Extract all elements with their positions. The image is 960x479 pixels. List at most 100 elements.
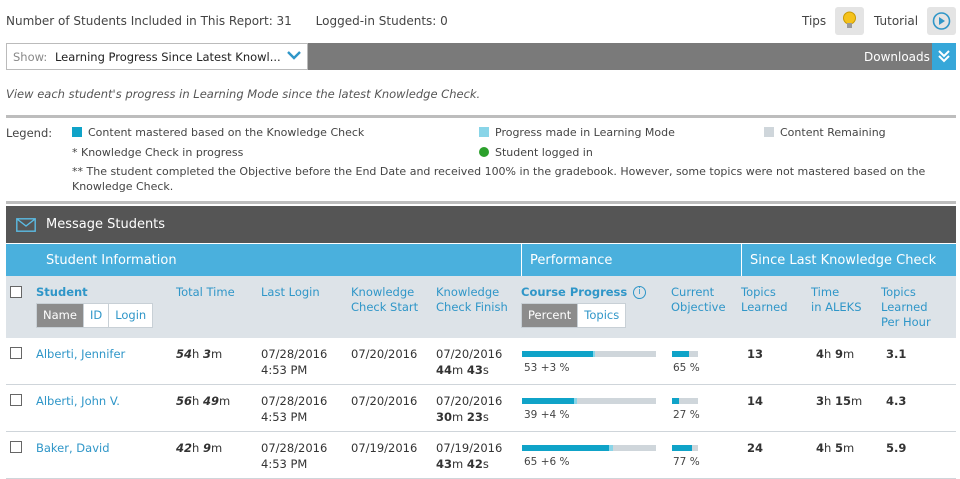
last-login-date: 07/28/2016: [261, 394, 328, 408]
downloads-button[interactable]: [932, 43, 956, 70]
remaining-swatch: [764, 127, 774, 137]
objective-value: 27 %: [673, 409, 700, 421]
legend-progress-label: Progress made in Learning Mode: [495, 126, 675, 139]
total-time: 56h 49m: [176, 393, 230, 409]
row-checkbox[interactable]: [10, 394, 22, 406]
objective-fill: [672, 398, 679, 404]
row-checkbox[interactable]: [10, 441, 22, 453]
col-kc-finish-line1: Knowledge: [436, 285, 500, 299]
legend-mastered: Content mastered based on the Knowledge …: [72, 126, 364, 139]
objective-value: 65 %: [673, 362, 700, 374]
table-row: [6, 385, 956, 432]
percent-button[interactable]: Percent: [522, 304, 578, 327]
objective-progress-bar: [672, 445, 698, 451]
logged-in-count: Logged-in Students: 0: [315, 14, 448, 28]
course-progress-fill: [609, 445, 613, 451]
table-row: [6, 338, 956, 385]
last-login-time: 4:53 PM: [261, 363, 308, 377]
topics-learned-value: 14: [747, 394, 764, 408]
minutes-unit: m: [210, 441, 223, 455]
row-checkbox[interactable]: [10, 347, 22, 359]
kc-finish-seconds: 23: [466, 410, 483, 424]
seconds-unit: s: [482, 457, 489, 471]
sort-id-button[interactable]: ID: [82, 304, 108, 327]
col-topics-per-hour[interactable]: Topics Learned Per Hour: [881, 285, 931, 330]
course-progress-bar: [522, 398, 656, 404]
sort-login-button[interactable]: Login: [108, 304, 152, 327]
col-kc-start-line2: Check Start: [351, 300, 419, 314]
info-icon[interactable]: i: [633, 286, 646, 299]
kc-finish-duration: 44m 43s: [436, 362, 502, 378]
topics-per-hour-value: 3.1: [886, 347, 907, 361]
tips-button[interactable]: [835, 7, 864, 35]
kc-finish-minutes: 43: [436, 457, 453, 471]
tutorial-button[interactable]: [927, 7, 956, 35]
col-course-progress[interactable]: Course Progress: [521, 285, 628, 299]
last-login: 07/28/2016 4:53 PM: [261, 393, 327, 425]
col-current-objective[interactable]: Current Objective: [671, 285, 726, 315]
legend-remaining-label: Content Remaining: [780, 126, 886, 139]
col-student[interactable]: Student: [36, 285, 88, 299]
kc-finish-date: 07/20/2016: [436, 347, 503, 361]
objective-fill: [672, 351, 689, 357]
sort-name-button[interactable]: Name: [37, 304, 83, 327]
col-kc-finish[interactable]: Knowledge Check Finish: [436, 285, 508, 315]
last-login-date: 07/28/2016: [261, 347, 328, 361]
kc-start-date: 07/20/2016: [351, 394, 418, 408]
chevron-down-icon[interactable]: [286, 48, 302, 62]
col-topics-learned[interactable]: Topics Learned: [741, 285, 788, 315]
minutes-unit: m: [850, 394, 863, 408]
col-time-in-aleks-line2: in ALEKS: [811, 300, 862, 314]
aleks-hours: 4: [816, 441, 825, 455]
legend-title: Legend:: [6, 126, 53, 140]
minutes-unit: m: [210, 347, 223, 361]
envelope-icon[interactable]: [16, 218, 36, 232]
col-last-login[interactable]: Last Login: [261, 285, 320, 299]
col-kc-start-line1: Knowledge: [351, 285, 415, 299]
course-progress-bar: [522, 445, 656, 451]
kc-finish-date: 07/19/2016: [436, 441, 503, 455]
logged-in-dot: [479, 147, 489, 157]
message-students-bar[interactable]: [6, 206, 956, 243]
report-summary: Number of Students Included in This Repo…: [6, 14, 468, 28]
minutes-unit: m: [452, 410, 467, 424]
kc-finish: 07/20/2016 44m 43s: [436, 346, 502, 378]
total-time-minutes: 9: [202, 441, 211, 455]
legend-remaining: Content Remaining: [764, 126, 886, 139]
last-login: 07/28/2016 4:53 PM: [261, 346, 327, 378]
col-topics-per-hour-line3: Per Hour: [881, 315, 931, 329]
student-name-link[interactable]: Baker, David: [36, 441, 110, 455]
legend-note: ** The student completed the Objective b…: [72, 165, 926, 193]
col-time-in-aleks[interactable]: Time in ALEKS: [811, 285, 862, 315]
aleks-minutes: 9: [834, 347, 843, 361]
message-students-label[interactable]: Message Students: [46, 217, 166, 232]
column-header: [6, 276, 956, 338]
time-in-aleks: 4h 5m: [816, 440, 854, 456]
hours-unit: h: [824, 441, 835, 455]
col-topics-per-hour-line2: Learned: [881, 300, 928, 314]
col-kc-start[interactable]: Knowledge Check Start: [351, 285, 418, 315]
kc-finish: 07/20/2016 30m 23s: [436, 393, 502, 425]
kc-finish-seconds: 42: [466, 457, 483, 471]
kc-finish-duration: 30m 23s: [436, 409, 502, 425]
section-since-last-kc: Since Last Knowledge Check: [750, 253, 937, 268]
show-dropdown[interactable]: Show: Learning Progress Since Latest Kno…: [6, 43, 308, 70]
course-progress-bar: [522, 351, 656, 357]
col-total-time[interactable]: Total Time: [176, 285, 235, 299]
student-name-link[interactable]: Alberti, Jennifer: [36, 347, 126, 361]
select-all-checkbox[interactable]: [10, 286, 22, 298]
topics-button[interactable]: Topics: [577, 304, 625, 327]
course-mastered-fill: [522, 445, 609, 451]
course-progress-value: 53 +3 %: [524, 362, 570, 374]
col-topics-learned-line2: Learned: [741, 300, 788, 314]
hours-unit: h: [192, 347, 203, 361]
minutes-unit: m: [842, 347, 855, 361]
total-time-minutes: 3: [202, 347, 211, 361]
course-progress-value: 39 +4 %: [524, 409, 570, 421]
student-name-link[interactable]: Alberti, John V.: [36, 394, 120, 408]
col-topics-per-hour-line1: Topics: [881, 285, 916, 299]
col-time-in-aleks-line1: Time: [811, 285, 840, 299]
time-in-aleks: 3h 15m: [816, 393, 862, 409]
kc-finish: 07/19/2016 43m 42s: [436, 440, 502, 472]
downloads-label[interactable]: Downloads: [864, 50, 930, 64]
